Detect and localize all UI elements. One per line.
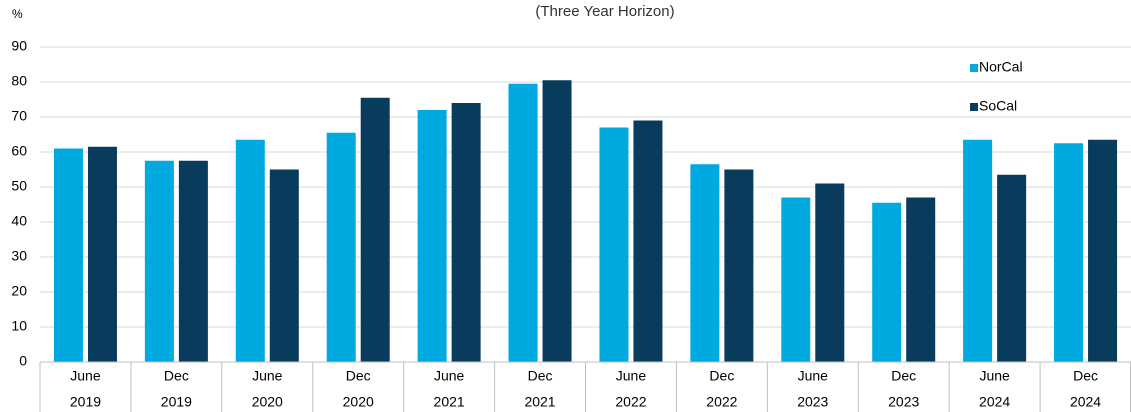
x-tick-label: 2020 bbox=[252, 394, 283, 410]
y-tick-label: 80 bbox=[11, 73, 27, 89]
bar bbox=[87, 146, 117, 362]
bar bbox=[53, 148, 83, 362]
bar bbox=[1054, 143, 1084, 362]
bar bbox=[724, 169, 754, 362]
x-tick-label: June bbox=[70, 368, 101, 384]
x-tick-label: 2020 bbox=[343, 394, 374, 410]
chart-title: (Three Year Horizon) bbox=[535, 3, 674, 20]
bar bbox=[781, 197, 811, 362]
bar bbox=[144, 160, 174, 362]
y-tick-label: 60 bbox=[11, 143, 27, 159]
bar bbox=[872, 202, 902, 362]
bar bbox=[269, 169, 299, 362]
x-tick-label: 2024 bbox=[979, 394, 1010, 410]
bar bbox=[417, 110, 447, 362]
bar bbox=[508, 83, 538, 362]
x-tick-label: Dec bbox=[164, 368, 189, 384]
y-tick-label: 10 bbox=[11, 318, 27, 334]
bar bbox=[599, 127, 629, 362]
bar bbox=[235, 139, 265, 362]
y-tick-label: 90 bbox=[11, 38, 27, 54]
legend-swatch bbox=[970, 103, 978, 111]
x-tick-label: Dec bbox=[891, 368, 916, 384]
y-tick-label: 40 bbox=[11, 213, 27, 229]
bar bbox=[815, 183, 845, 362]
x-tick-label: June bbox=[252, 368, 283, 384]
x-tick-label: 2019 bbox=[70, 394, 101, 410]
bar bbox=[360, 97, 390, 362]
x-tick-label: Dec bbox=[709, 368, 734, 384]
x-tick-label: 2023 bbox=[797, 394, 828, 410]
y-tick-label: 20 bbox=[11, 283, 27, 299]
bar bbox=[178, 160, 208, 362]
bar bbox=[451, 103, 481, 362]
x-tick-label: 2022 bbox=[706, 394, 737, 410]
bar bbox=[326, 132, 356, 362]
x-tick-label: Dec bbox=[1073, 368, 1098, 384]
bar bbox=[690, 164, 720, 362]
x-tick-label: Dec bbox=[528, 368, 553, 384]
bar bbox=[997, 174, 1027, 362]
y-tick-label: 50 bbox=[11, 178, 27, 194]
y-tick-label: 30 bbox=[11, 248, 27, 264]
x-tick-label: 2021 bbox=[434, 394, 465, 410]
x-tick-label: 2022 bbox=[615, 394, 646, 410]
legend-swatch bbox=[970, 64, 978, 72]
x-tick-label: June bbox=[616, 368, 647, 384]
x-tick-label: Dec bbox=[346, 368, 371, 384]
x-tick-label: June bbox=[798, 368, 829, 384]
legend-label: NorCal bbox=[979, 59, 1023, 75]
bar bbox=[906, 197, 936, 362]
bar bbox=[542, 80, 572, 362]
x-tick-label: June bbox=[979, 368, 1010, 384]
x-tick-label: 2024 bbox=[1070, 394, 1101, 410]
bar bbox=[963, 139, 993, 362]
y-tick-label: 0 bbox=[19, 353, 27, 369]
legend-label: SoCal bbox=[979, 98, 1017, 114]
x-tick-label: June bbox=[434, 368, 465, 384]
bar bbox=[633, 120, 663, 362]
x-tick-label: 2023 bbox=[888, 394, 919, 410]
y-tick-label: 70 bbox=[11, 108, 27, 124]
bar bbox=[1088, 139, 1118, 362]
x-tick-label: 2021 bbox=[524, 394, 555, 410]
y-axis-label: % bbox=[12, 7, 23, 21]
x-tick-label: 2019 bbox=[161, 394, 192, 410]
